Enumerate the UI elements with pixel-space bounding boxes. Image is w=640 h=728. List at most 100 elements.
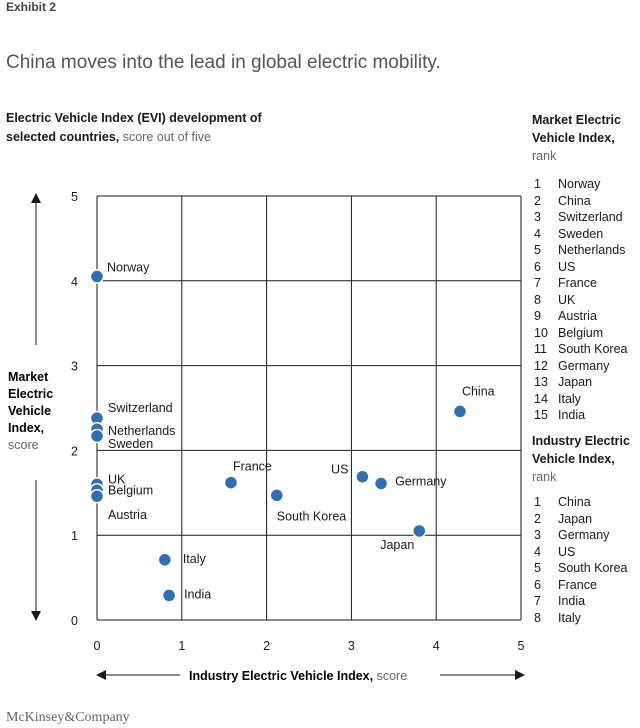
data-point-sweden — [89, 428, 105, 444]
industry-rank-country: France — [558, 577, 597, 592]
market-rank-rank-number: 6 — [534, 259, 541, 274]
market-rank-country: Sweden — [558, 226, 604, 241]
market-rank-item: 3 Switzerland — [534, 209, 628, 226]
market-rank-item: 15 India — [534, 407, 628, 424]
industry-rank-item: 5 South Korea — [534, 560, 628, 577]
data-label: UK — [108, 472, 126, 486]
data-label: Sweden — [108, 437, 153, 451]
industry-rank-item: 7 India — [534, 593, 628, 610]
data-label: Switzerland — [108, 401, 173, 415]
market-rank-country: UK — [558, 292, 576, 307]
market-rank-rank-number: 3 — [534, 210, 541, 224]
data-label: India — [184, 587, 211, 601]
market-rank-rank-number: 11 — [534, 342, 547, 356]
market-rank-title: Market Electric Vehicle Index, rank — [532, 111, 640, 165]
y-tick-label: 1 — [71, 529, 78, 543]
industry-rank-rank-number: 7 — [534, 594, 541, 608]
market-rank-title-label: Market Electric Vehicle Index, — [532, 113, 621, 145]
data-label: Japan — [380, 538, 414, 552]
data-point-norway — [89, 269, 105, 284]
chart-grid — [96, 195, 522, 621]
industry-rank-title-sub: rank — [532, 470, 557, 484]
market-rank-country: China — [558, 193, 591, 208]
industry-rank-item: 4 US — [534, 544, 628, 561]
data-label: China — [462, 384, 495, 398]
industry-rank-country: Germany — [558, 528, 610, 542]
y-arrow-up-head — [31, 193, 41, 203]
industry-rank-rank-number: 4 — [534, 544, 541, 559]
industry-rank-rank-number: 1 — [534, 495, 541, 509]
market-rank-country: Belgium — [558, 325, 604, 340]
market-rank-rank-number: 14 — [534, 391, 548, 406]
market-rank-country: US — [558, 259, 576, 274]
industry-rank-item: 1 China — [534, 494, 628, 511]
industry-rank-rank-number: 3 — [534, 528, 541, 542]
headline: China moves into the lead in global elec… — [6, 52, 441, 73]
y-axis-label-line3: Vehicle — [8, 404, 51, 418]
market-rank-country: India — [558, 408, 586, 422]
y-tick-label: 5 — [71, 190, 78, 204]
market-rank-item: 13 Japan — [534, 374, 628, 391]
data-label: Austria — [108, 508, 147, 522]
industry-rank-title-label: Industry Electric Vehicle Index, — [532, 434, 630, 466]
x-arrow-right-head — [515, 670, 525, 680]
market-rank-item: 11 South Korea — [534, 341, 628, 358]
market-rank-list: 1 Norway 2 China 3 Switzerland 4 Sweden 5 Netherl… — [534, 176, 628, 424]
market-rank-item: 2 China — [534, 193, 628, 210]
y-axis-label-unit: score — [8, 438, 39, 452]
y-arrow-down-head — [31, 611, 41, 621]
market-rank-item: 14 Italy — [534, 391, 628, 408]
market-rank-country: Switzerland — [558, 210, 623, 224]
market-rank-rank-number: 1 — [534, 177, 541, 191]
exhibit-label: Exhibit 2 — [6, 0, 57, 14]
market-rank-country: Austria — [558, 309, 597, 323]
industry-rank-title: Industry Electric Vehicle Index, rank — [532, 432, 640, 486]
market-rank-item: 12 Germany — [534, 358, 628, 375]
market-rank-item: 4 Sweden — [534, 226, 628, 243]
y-axis-label-line4: Index, — [8, 421, 44, 435]
industry-rank-country: India — [558, 594, 586, 608]
data-point-us — [355, 469, 370, 484]
x-tick-label: 1 — [178, 639, 185, 653]
data-point-china — [452, 404, 468, 419]
market-rank-rank-number: 9 — [534, 309, 541, 323]
market-rank-rank-number: 7 — [534, 276, 541, 290]
industry-rank-item: 2 Japan — [534, 511, 628, 528]
x-tick-label: 3 — [348, 639, 355, 653]
market-rank-item: 5 Netherlands — [534, 242, 628, 259]
industry-rank-rank-number: 5 — [534, 561, 541, 575]
data-point-japan — [411, 523, 427, 539]
data-point-south-korea — [269, 488, 285, 503]
market-rank-rank-number: 12 — [534, 358, 548, 373]
data-point-italy — [157, 552, 173, 568]
chart-title-sub: score out of five — [122, 130, 211, 144]
data-label: Netherlands — [108, 424, 175, 438]
market-rank-country: Netherlands — [558, 243, 626, 257]
market-rank-item: 9 Austria — [534, 308, 628, 325]
data-point-germany — [373, 476, 389, 491]
market-rank-rank-number: 8 — [534, 292, 541, 307]
industry-rank-country: Italy — [558, 610, 581, 625]
x-axis-label: Industry Electric Vehicle Index, score — [189, 669, 407, 683]
industry-rank-item: 6 France — [534, 577, 628, 594]
industry-rank-item: 3 Germany — [534, 527, 628, 544]
market-rank-rank-number: 10 — [534, 325, 548, 340]
industry-rank-country: US — [558, 544, 576, 559]
data-point-austria — [89, 488, 105, 504]
market-rank-item: 6 US — [534, 259, 628, 276]
x-tick-label: 2 — [263, 639, 270, 653]
industry-rank-country: Japan — [558, 511, 593, 526]
market-rank-country: Germany — [558, 358, 610, 373]
market-rank-country: Norway — [558, 177, 601, 191]
x-tick-label: 0 — [94, 639, 101, 653]
market-rank-rank-number: 4 — [534, 226, 541, 241]
industry-rank-country: China — [558, 495, 591, 509]
y-tick-label: 0 — [71, 614, 78, 628]
x-tick-label: 5 — [518, 639, 525, 653]
market-rank-item: 10 Belgium — [534, 325, 628, 342]
y-tick-label: 2 — [71, 444, 78, 458]
industry-rank-rank-number: 2 — [534, 511, 541, 526]
market-rank-item: 7 France — [534, 275, 628, 292]
y-axis-label-line1: Market — [8, 370, 49, 384]
